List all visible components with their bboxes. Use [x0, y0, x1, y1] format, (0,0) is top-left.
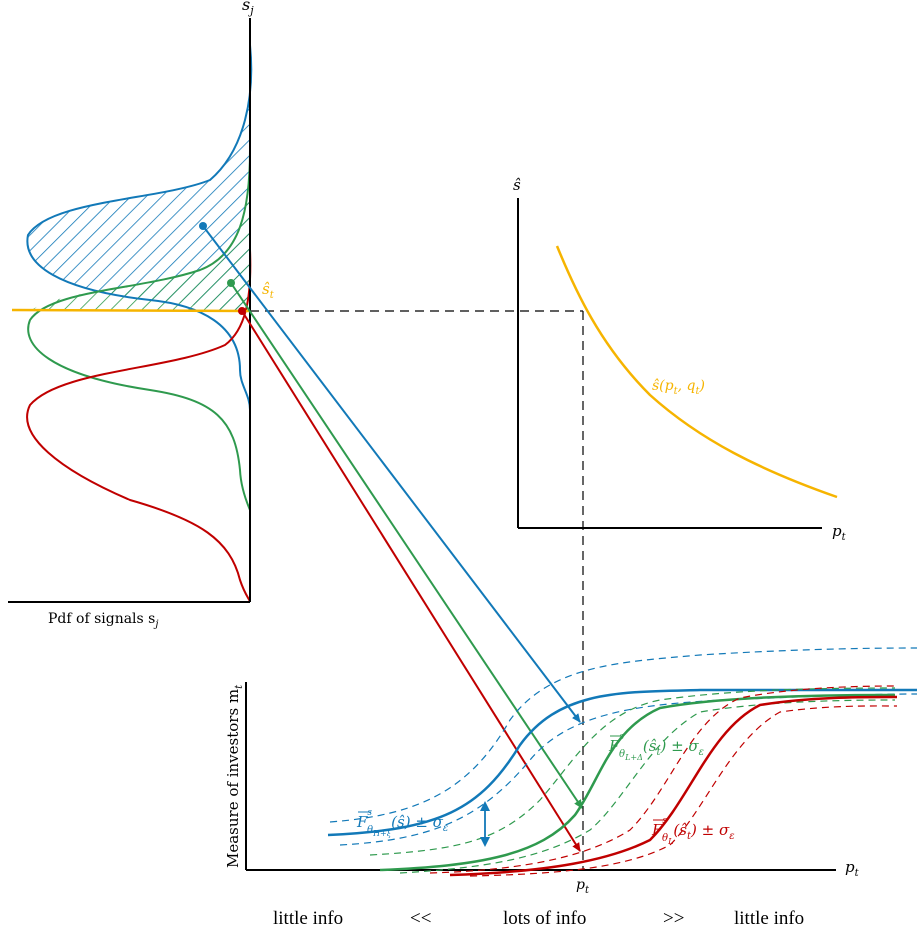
blue-band-lower — [339, 693, 918, 846]
sigma-arrow-down-head — [480, 837, 490, 847]
bottom-panel: Measure of investors mt pt pt Fs θH+ξ(ŝ) … — [224, 647, 918, 896]
green-curve-label: Fs θL+Δ(ŝt) ± σε — [608, 732, 704, 762]
info-scale: little info << lots of info >> little in… — [273, 908, 804, 929]
top-right-panel: ŝ pt ŝ(pt, qt) — [513, 176, 847, 543]
green-band-lower — [399, 699, 896, 874]
sigma-arrow-up-head — [480, 801, 490, 811]
info-right-text: little info — [734, 908, 804, 929]
red-arrow — [241, 310, 581, 852]
red-pdf-curve — [26, 249, 252, 603]
green-pdf-curve — [27, 149, 251, 511]
threshold-function-curve — [555, 245, 838, 499]
red-band-lower — [469, 705, 898, 877]
info-center-text: lots of info — [503, 908, 586, 929]
pdf-caption: Pdf of signals sj — [48, 611, 158, 630]
blue-cdf-curve — [327, 688, 917, 837]
left-panel: sj ŝt Pdf of signals sj — [8, 0, 275, 630]
green-arrow — [230, 282, 583, 809]
threshold-label: ŝt — [262, 280, 275, 301]
info-left-text: little info — [273, 908, 343, 929]
green-cdf-curve — [379, 693, 896, 872]
blue-pdf-curve — [26, 44, 253, 411]
bottom-y-axis-label: Measure of investors mt — [224, 684, 245, 868]
bottom-x-axis-label: pt — [845, 858, 860, 879]
threshold-line — [11, 308, 251, 313]
price-tick-label: pt — [576, 877, 590, 896]
green-hatched-area — [30, 150, 250, 311]
green-band-upper — [369, 687, 896, 856]
blue-arrow — [202, 225, 581, 723]
blue-curve-label: Fs θH+ξ(ŝ) ± σε — [356, 808, 448, 838]
blue-band-upper — [329, 647, 918, 823]
threshold-function-label: ŝ(pt, qt) — [652, 378, 705, 397]
tr-y-axis-label: ŝ — [513, 176, 521, 194]
blue-hatched-area — [27, 45, 252, 311]
left-y-axis-label: sj — [242, 0, 254, 17]
red-cdf-curve — [449, 695, 898, 877]
red-band-upper — [429, 685, 898, 874]
info-right-arrow: >> — [663, 908, 684, 929]
red-curve-label: Fs θL(ŝt) ± σε — [651, 816, 735, 846]
tr-x-axis-label: pt — [832, 522, 847, 543]
info-left-arrow: << — [410, 908, 431, 929]
